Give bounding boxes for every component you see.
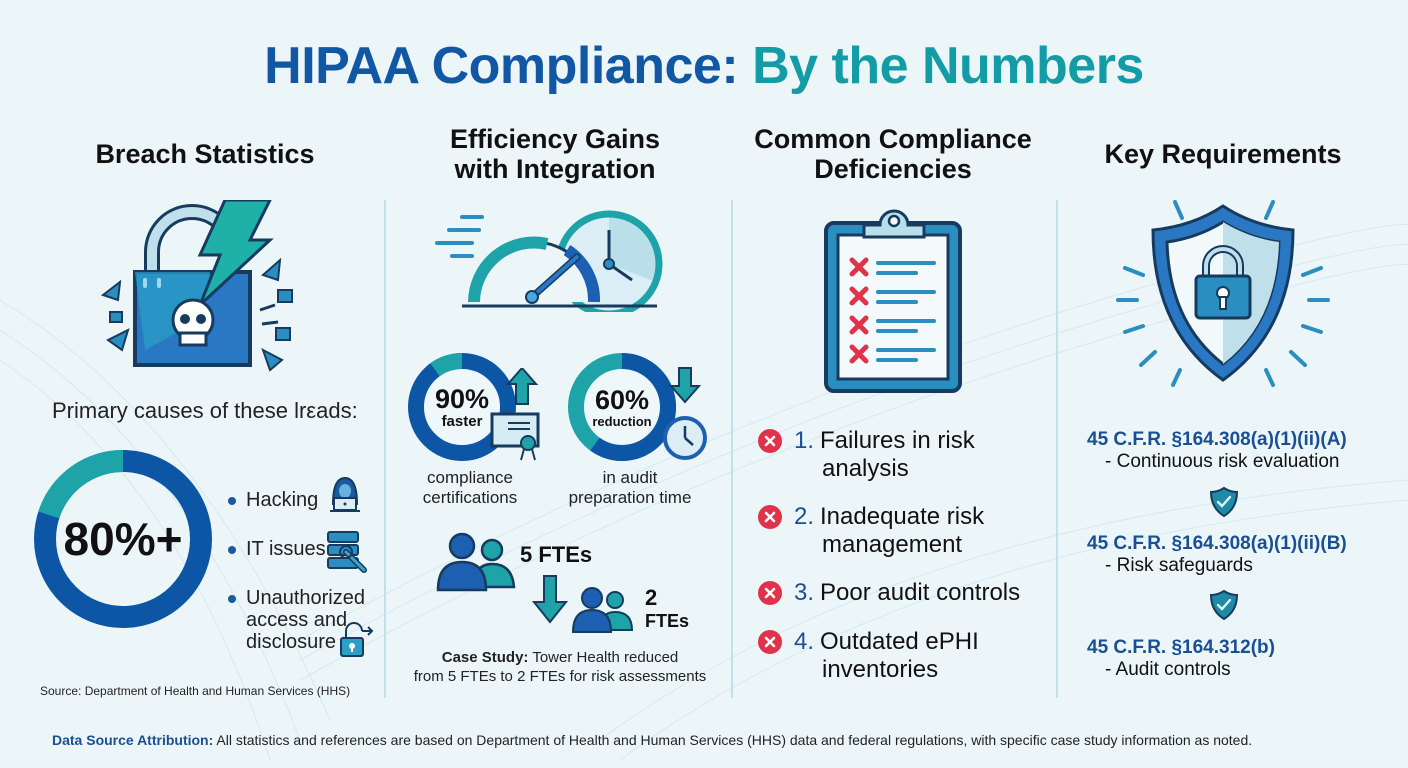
page-title: HIPAA Compliance: By the Numbers xyxy=(264,37,1144,95)
divider-3 xyxy=(1056,200,1058,698)
audit-prep-donut-chart xyxy=(568,353,677,461)
hacker-icon xyxy=(330,476,360,512)
deficiency-item-4: 4. Outdated ePHI inventories xyxy=(758,628,979,684)
deficiency-item-2: 2. Inadequate risk management xyxy=(758,503,984,559)
breach-source-note: Source: Department of Health and Human S… xyxy=(40,684,351,698)
red-x-circle-icon xyxy=(758,505,782,529)
breach-donut-value: 80%+ xyxy=(63,513,183,565)
requirement-item-2: 45 C.F.R. §164.308(a)(1)(ii)(B) - Risk s… xyxy=(1087,533,1347,576)
fte-after: 2 FTEs xyxy=(645,585,690,632)
deficiency-item-1: 1. Failures in risk analysis xyxy=(758,427,975,483)
clock-down-arrow-icon xyxy=(663,367,707,460)
check-shield-icon xyxy=(1209,486,1239,518)
deficiency-item-3: 3. Poor audit controls xyxy=(758,579,1020,607)
red-x-circle-icon xyxy=(758,429,782,453)
audit-prep-stat: 60% reduction xyxy=(592,384,652,429)
bullet-dot xyxy=(228,496,236,505)
people-icon-small xyxy=(571,587,634,633)
unlocked-padlock-icon xyxy=(340,622,374,657)
certifications-stat: 90% faster xyxy=(434,383,490,430)
divider-1 xyxy=(384,200,386,698)
efficiency-heading: Efficiency Gains with Integration xyxy=(449,124,661,184)
red-x-circle-icon xyxy=(758,630,782,654)
down-arrow-icon xyxy=(532,575,568,624)
speedometer-clock-icon xyxy=(435,210,663,312)
cause-hacking: Hacking xyxy=(228,489,318,511)
divider-2 xyxy=(731,200,733,698)
check-shield-icon xyxy=(1209,589,1239,621)
primary-causes-label: Primary causes of these lrεads: xyxy=(52,398,358,423)
bullet-dot xyxy=(228,545,236,554)
case-study-text: Case Study: Tower Health reduced from 5 … xyxy=(413,649,707,685)
requirement-item-3: 45 C.F.R. §164.312(b) - Audit controls xyxy=(1087,637,1275,680)
cause-unauthorized-access: Unauthorized access and disclosure xyxy=(228,587,365,653)
shield-lock-icon xyxy=(1116,200,1330,387)
deficiencies-heading: Common Compliance Deficiencies xyxy=(754,124,1032,184)
breach-heading: Breach Statistics xyxy=(95,139,315,169)
certificate-up-arrow-icon xyxy=(490,368,540,461)
red-x-circle-icon xyxy=(758,581,782,605)
requirements-heading: Key Requirements xyxy=(1104,139,1342,169)
bullet-dot xyxy=(228,594,236,603)
broken-lock-skull-icon xyxy=(100,200,293,372)
people-icon-large xyxy=(436,532,516,592)
fte-before: 5 FTEs xyxy=(520,542,593,567)
certifications-donut-chart xyxy=(408,353,516,461)
clipboard-x-icon xyxy=(824,209,962,393)
cause-it-issues: IT issues xyxy=(228,538,326,560)
data-source-attribution: Data Source Attribution: All statistics … xyxy=(52,732,1253,748)
audit-prep-caption: in audit preparation time xyxy=(568,468,692,507)
breach-donut-chart xyxy=(34,450,212,628)
requirement-item-1: 45 C.F.R. §164.308(a)(1)(ii)(A) - Contin… xyxy=(1087,429,1347,472)
certifications-caption: compliance certifications xyxy=(422,468,518,507)
server-wrench-icon xyxy=(327,531,367,573)
